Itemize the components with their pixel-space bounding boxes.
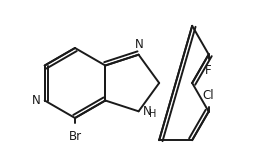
Text: Cl: Cl — [203, 89, 214, 102]
Text: H: H — [149, 109, 156, 119]
Text: N: N — [135, 38, 144, 51]
Text: N: N — [32, 94, 41, 107]
Text: F: F — [205, 64, 212, 77]
Text: Br: Br — [68, 130, 82, 143]
Text: N: N — [143, 105, 151, 118]
